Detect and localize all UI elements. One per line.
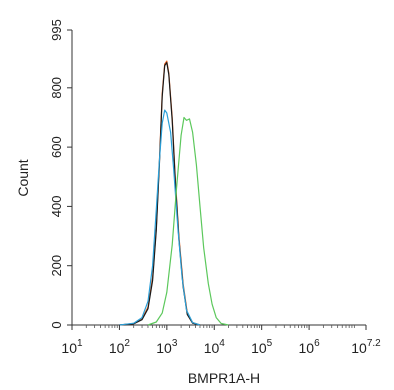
y-tick-label: 600	[49, 136, 64, 158]
x-tick-label: 101	[61, 338, 83, 356]
series-line-4	[147, 116, 229, 326]
series-line-2	[119, 62, 201, 326]
series-group	[119, 60, 229, 326]
y-axis: 0 200 400 600 800 995	[49, 19, 72, 329]
y-tick-label: 0	[49, 321, 64, 328]
x-tick-label: 104	[204, 338, 226, 356]
y-tick-label: 800	[49, 77, 64, 99]
x-tick-label: 103	[156, 338, 178, 356]
y-tick-label: 995	[49, 19, 64, 41]
x-axis-label: BMPR1A-H	[188, 370, 260, 386]
x-axis: 101 102 103 104 105 106 107.2	[61, 325, 381, 356]
series-line-3	[119, 109, 201, 326]
y-tick-label: 200	[49, 255, 64, 277]
x-tick-label: 102	[109, 338, 131, 356]
x-tick-label: 107.2	[351, 338, 381, 356]
x-tick-label: 105	[251, 338, 273, 356]
x-tick-label: 106	[299, 338, 321, 356]
plot-frame	[71, 30, 366, 326]
y-tick-label: 400	[49, 196, 64, 218]
y-axis-label: Count	[15, 159, 31, 196]
series-line-1	[119, 60, 201, 326]
